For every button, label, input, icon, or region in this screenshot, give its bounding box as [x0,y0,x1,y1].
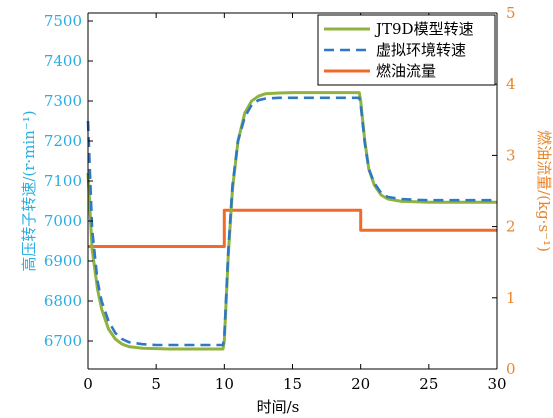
y-left-tick-label: 6700 [44,332,82,350]
x-axis-label: 时间/s [257,398,300,416]
y-left-tick-label: 6800 [44,292,82,310]
x-tick-label: 25 [419,375,438,393]
y-right-tick-label: 4 [506,75,516,93]
y-left-tick-label: 7400 [44,52,82,70]
legend-label-2: 燃油流量 [376,62,436,80]
y-left-tick-label: 7500 [44,12,82,30]
y-right-tick-label: 2 [506,218,516,236]
series-line-0 [86,91,497,351]
x-tick-label: 0 [83,375,93,393]
x-tick-label: 5 [151,375,161,393]
y-right-tick-label: 0 [506,360,516,378]
y-left-tick-label: 7300 [44,92,82,110]
y-left-tick-label: 7000 [44,212,82,230]
series-line-1 [86,96,497,347]
y-left-tick-label: 7200 [44,132,82,150]
y-right-tick-label: 1 [506,289,516,307]
x-tick-label: 10 [215,375,234,393]
x-tick-label: 30 [487,375,506,393]
x-tick-label: 15 [283,375,302,393]
legend-label-0: JT9D模型转速 [374,20,474,38]
axes-layer: 0 5 10 15 20 25 306700680069007000710072007300… [44,4,516,393]
series-layer [86,91,497,351]
series-line-2 [88,208,497,248]
y-left-tick-label: 7100 [44,172,82,190]
legend-label-1: 虚拟环境转速 [376,41,466,59]
y-left-tick-label: 6900 [44,252,82,270]
y-right-tick-label: 3 [506,146,516,164]
y-left-axis-label: 高压转子转速/(r·min⁻¹) [20,110,38,271]
axis-labels: 时间/s 高压转子转速/(r·min⁻¹) 燃油流量/(kg·s⁻¹) [20,110,553,416]
y-right-axis-label: 燃油流量/(kg·s⁻¹) [535,130,553,252]
y-right-tick-label: 5 [506,4,516,22]
x-tick-label: 20 [351,375,370,393]
